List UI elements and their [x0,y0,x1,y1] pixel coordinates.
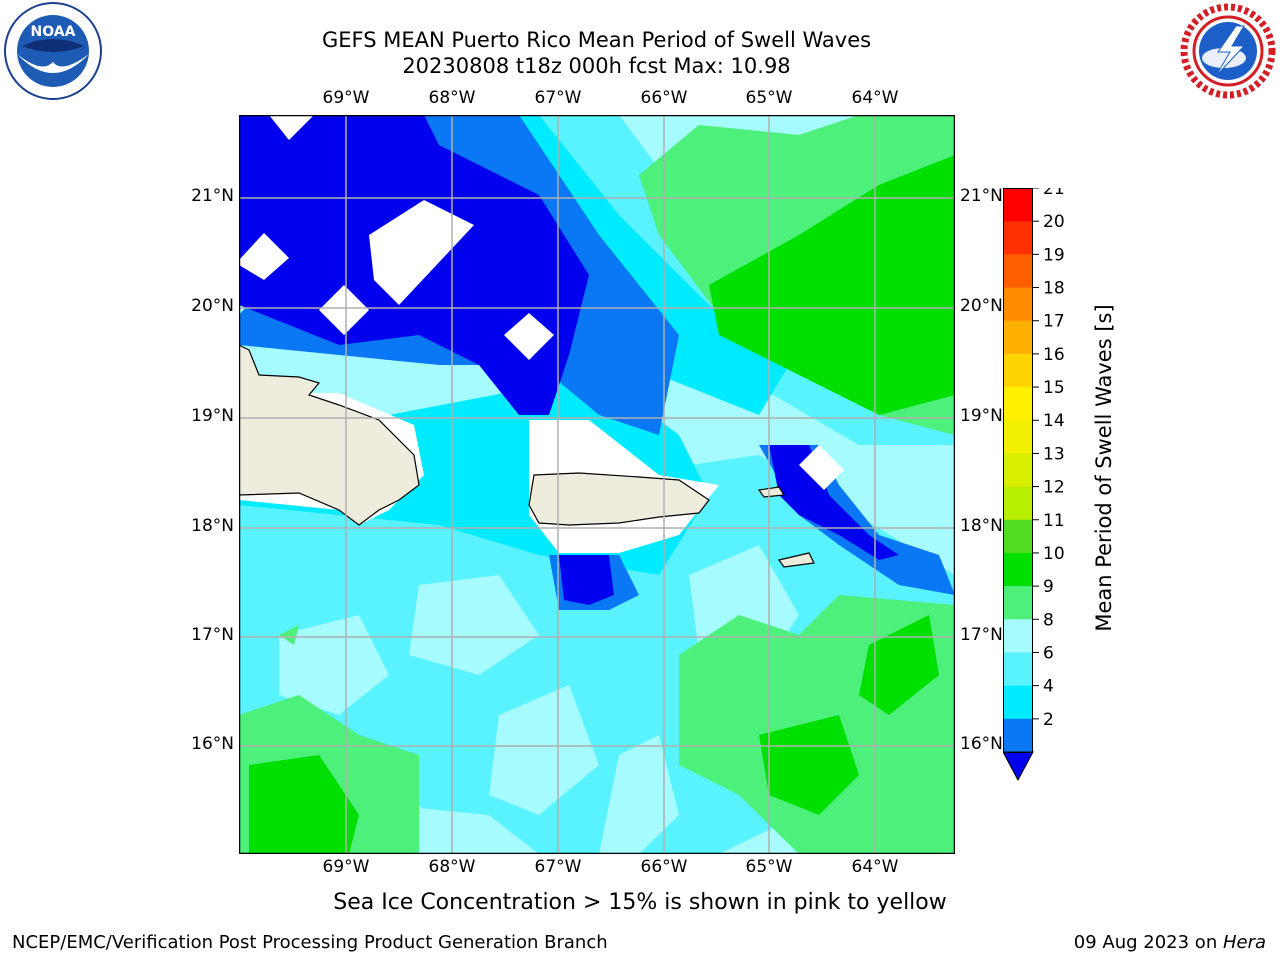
lon-label-bottom: 68°W [428,857,476,877]
colorbar-tick-label: 11 [1043,511,1065,531]
colorbar-segment [1003,519,1033,554]
colorbar-tick-label: 20 [1043,212,1065,232]
colorbar-segment [1003,552,1033,587]
lat-label-right: 18°N [960,516,1003,536]
colorbar-tick-label: 16 [1043,345,1065,365]
footer-date: 09 Aug 2023 on Hera [1074,932,1266,953]
lon-label-bottom: 65°W [745,857,793,877]
colorbar-segment [1003,619,1033,653]
footer-host: Hera [1222,932,1266,953]
colorbar-segment [1003,353,1033,388]
lat-label-left: 17°N [191,625,234,645]
colorbar-label: Mean Period of Swell Waves [s] [1092,304,1116,632]
lon-label-top: 68°W [428,88,476,108]
colorbar-segment [1003,685,1033,720]
colorbar-segment [1003,387,1033,421]
colorbar-segment [1003,420,1033,454]
colorbar-tick-label: 15 [1043,378,1065,398]
colorbar-segment [1003,221,1033,255]
nws-logo [1178,2,1278,100]
lat-label-right: 20°N [960,296,1003,316]
lon-label-top: 67°W [534,88,582,108]
colorbar-tick-label: 19 [1043,245,1065,265]
map-title-line1: GEFS MEAN Puerto Rico Mean Period of Swe… [321,28,872,52]
noaa-logo-text: NOAA [31,24,76,40]
lat-label-left: 21°N [191,186,234,206]
swell-period-map [238,114,956,855]
colorbar-tick-label: 17 [1043,312,1065,332]
colorbar-segment [1003,287,1033,322]
colorbar-segment [1003,254,1033,289]
lon-label-bottom: 66°W [640,857,688,877]
colorbar-segment [1003,586,1033,620]
lon-label-bottom: 64°W [851,857,899,877]
lat-label-right: 21°N [960,186,1003,206]
lat-label-right: 17°N [960,625,1003,645]
footer-date-text: 09 Aug 2023 on [1073,932,1223,953]
colorbar-segment [1003,652,1033,687]
colorbar-tick-label: 13 [1043,444,1065,464]
colorbar-tick-label: 10 [1043,544,1065,564]
colorbar: 21 20 19 18 17 16 15 14 13 12 11 10 9 8 6 4 2 [1002,179,1083,788]
lat-label-right: 16°N [960,734,1003,754]
colorbar-tick-label: 4 [1043,677,1054,697]
colorbar-tick-label: 21 [1043,188,1065,199]
lon-label-top: 64°W [851,88,899,108]
lon-label-bottom: 69°W [322,857,370,877]
lon-label-bottom: 67°W [534,857,582,877]
lat-label-left: 18°N [191,516,234,536]
lon-label-top: 65°W [745,88,793,108]
map-title-line2: 20230808 t18z 000h fcst Max: 10.98 [402,54,791,78]
colorbar-segment [1003,718,1033,753]
lat-label-right: 19°N [960,406,1003,426]
lat-label-left: 19°N [191,406,234,426]
noaa-logo: NOAA [2,2,104,100]
lon-label-top: 69°W [322,88,370,108]
colorbar-segment [1003,486,1033,521]
colorbar-tick-label: 2 [1043,710,1054,730]
footer-credit: NCEP/EMC/Verification Post Processing Pr… [12,932,608,953]
lat-label-left: 20°N [191,296,234,316]
lat-label-left: 16°N [191,734,234,754]
lon-label-top: 66°W [640,88,688,108]
colorbar-segment [1003,453,1033,488]
colorbar-tick-label: 9 [1043,577,1054,597]
colorbar-segment [1003,188,1033,222]
colorbar-tick-label: 6 [1043,643,1054,663]
colorbar-segment [1003,320,1033,355]
colorbar-tick-label: 8 [1043,610,1054,630]
sea-ice-caption: Sea Ice Concentration > 15% is shown in … [333,890,947,915]
colorbar-tick-label: 18 [1043,279,1065,299]
colorbar-tick-label: 14 [1043,411,1065,431]
colorbar-tick-label: 12 [1043,478,1065,498]
